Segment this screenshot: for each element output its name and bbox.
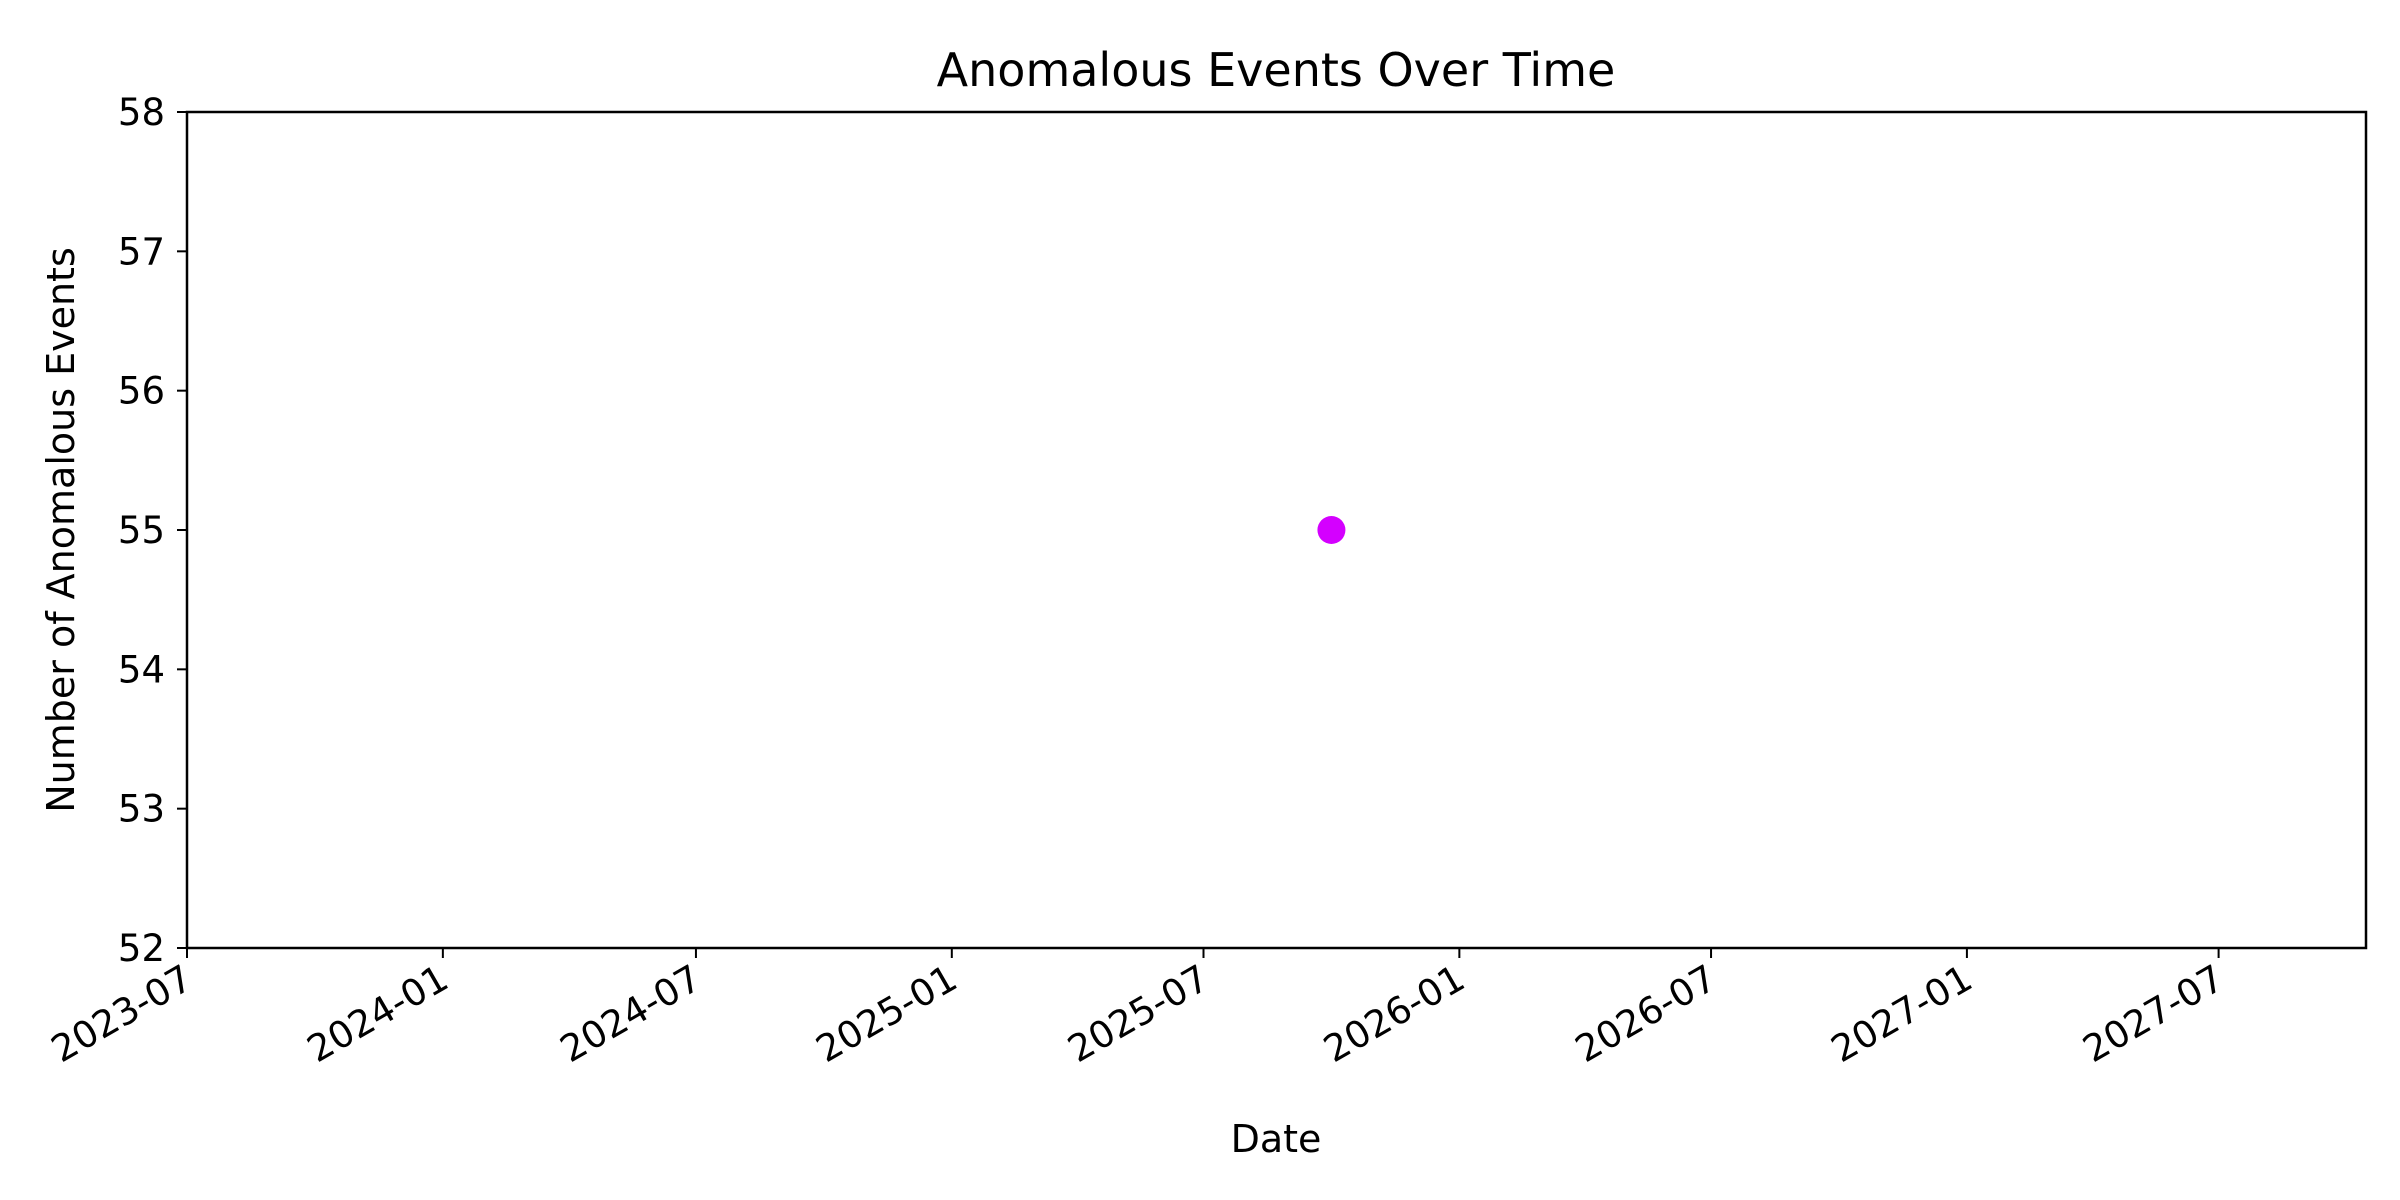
y-tick-label: 57 [118,230,165,273]
y-tick-label: 54 [118,648,165,691]
y-tick-label: 52 [118,927,165,970]
y-axis-label: Number of Anomalous Events [39,247,83,813]
y-tick-label: 58 [118,91,165,134]
y-tick-label: 55 [118,509,165,552]
y-tick-label: 56 [118,370,165,413]
chart-title: Anomalous Events Over Time [937,43,1616,97]
x-axis-label: Date [1231,1117,1322,1161]
data-point [1317,516,1346,544]
y-tick-label: 53 [118,788,165,831]
data-points [1317,516,1346,544]
y-axis-ticks: 52 53 54 55 56 57 58 [118,91,187,970]
